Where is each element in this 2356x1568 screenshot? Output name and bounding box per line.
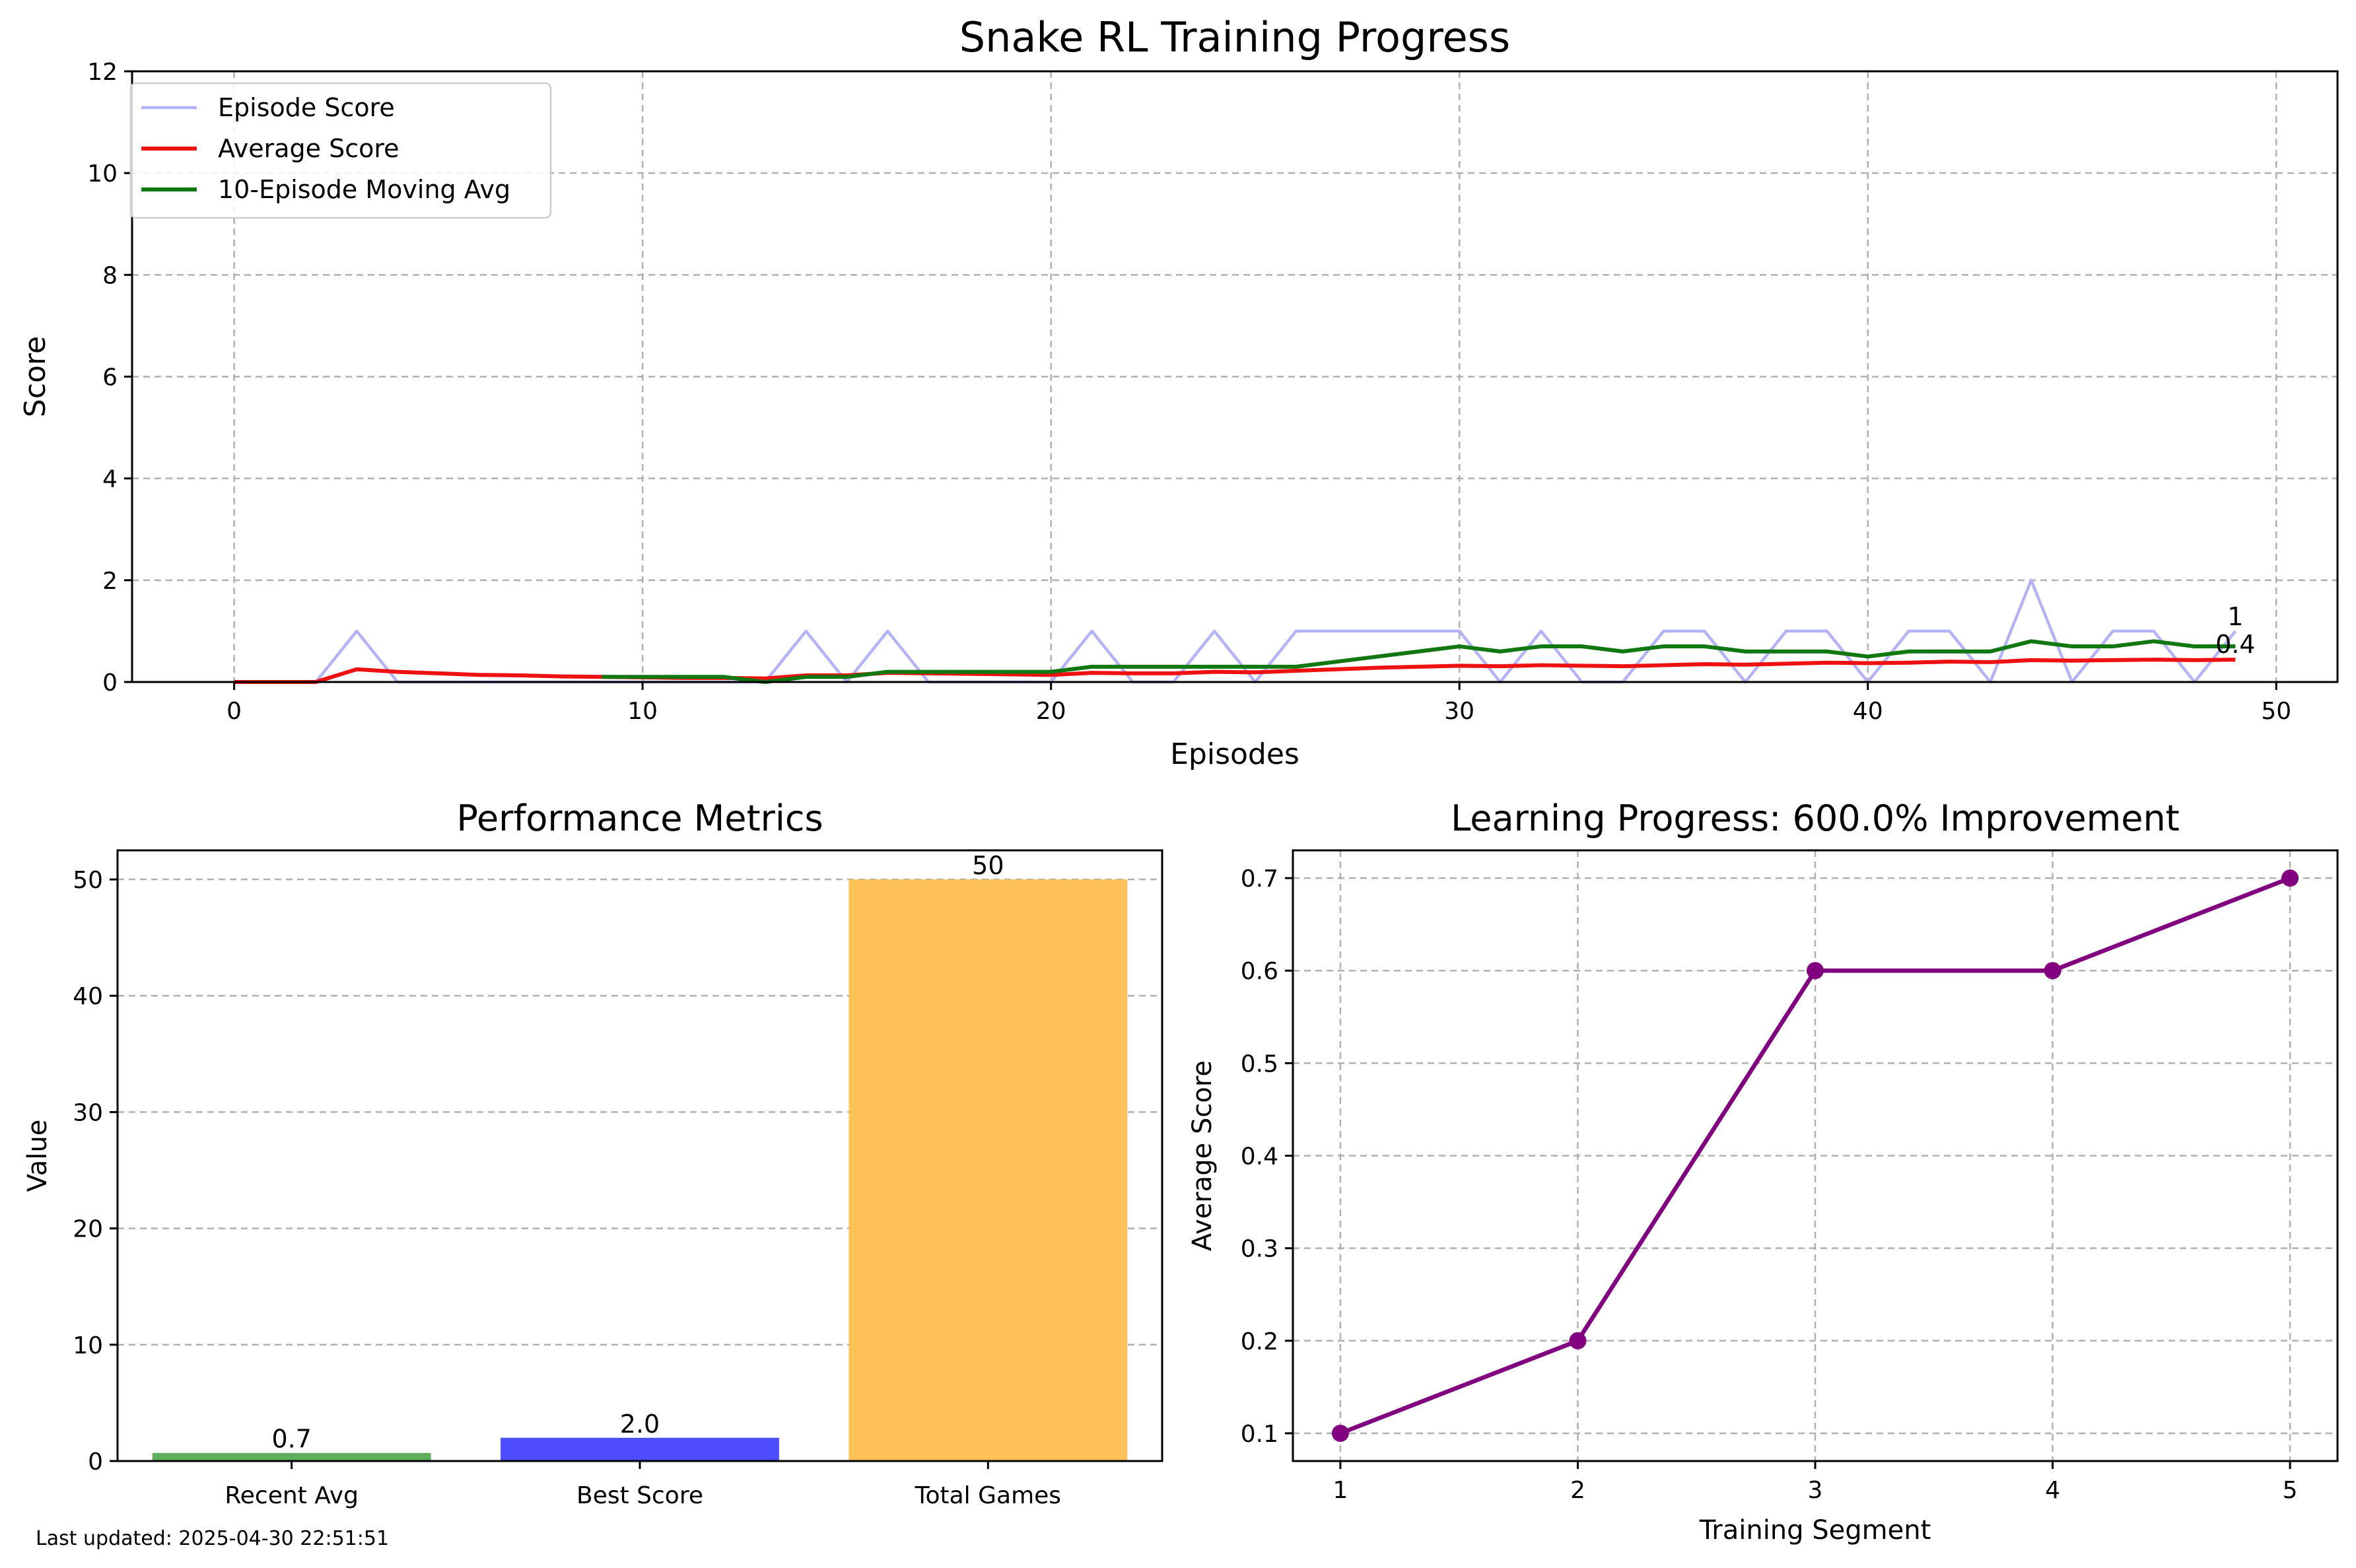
data-point [1807,962,1824,980]
legend: Episode Score Average Score 10-Episode Mov… [129,82,552,219]
x-tick-label: 30 [1444,698,1474,725]
x-tick-label: 0 [226,698,242,725]
y-tick-label: 4 [102,466,118,493]
y-tick-label: 6 [102,364,118,392]
x-axis-label: Training Segment [1699,1515,1931,1546]
y-axis-label: Value [22,1120,53,1192]
y-tick-label: 10 [73,1332,103,1359]
y-tick-label: 0.5 [1241,1050,1278,1077]
chart-title: Learning Progress: 600.0% Improvement [1451,798,2180,839]
annotation-label: 1 [2227,602,2243,631]
y-tick-label: 12 [87,59,118,86]
annotation-label: 0.4 [2215,630,2255,659]
y-tick-label: 0.1 [1241,1421,1278,1448]
y-axis-label: Score [18,336,52,417]
data-point [2281,869,2299,887]
legend-entry: 10-Episode Moving Avg [218,175,510,204]
series-line-moving-avg [602,639,2236,684]
x-tick-label: 1 [1333,1477,1348,1504]
bar-value-label: 50 [972,851,1004,880]
y-tick-label: 10 [87,160,118,187]
legend-entry: Episode Score [218,93,395,122]
x-tick-label: 50 [2261,698,2291,725]
x-tick-label: Best Score [576,1482,703,1509]
plot-frame [116,849,1163,1462]
x-tick-label: 3 [1808,1477,1823,1504]
y-tick-label: 8 [102,262,118,289]
y-tick-label: 40 [73,983,103,1010]
y-tick-label: 2 [102,568,118,595]
x-tick-label: Recent Avg [225,1482,359,1509]
y-tick-label: 0.6 [1241,958,1278,985]
y-tick-label: 0.7 [1241,866,1278,893]
y-tick-label: 0 [102,669,118,697]
chart-title: Performance Metrics [456,798,823,839]
bar [152,1452,431,1461]
learning-progress-chart: 1 2 3 4 5 0.1 0.2 0.3 0.4 0.5 0.6 0.7 Learning Progr… [1187,798,2339,1546]
data-point [1331,1424,1349,1442]
x-tick-label: 5 [2283,1477,2298,1504]
bar [849,879,1128,1461]
x-tick-label: 4 [2045,1477,2060,1504]
x-tick-label: 20 [1036,698,1066,725]
y-tick-label: 0.3 [1241,1236,1278,1263]
x-tick-label: Total Games [915,1482,1061,1509]
legend-entry: Average Score [218,134,399,163]
last-updated-text: Last updated: 2025-04-30 22:51:51 [36,1527,389,1550]
x-tick-label: 2 [1570,1477,1585,1504]
performance-metrics-chart: 0.7 Recent Avg 2.0 Best Score 50 Total Games 0… [22,798,1163,1509]
y-tick-label: 20 [73,1216,103,1243]
legend-box [129,82,552,219]
x-tick-label: 10 [627,698,658,725]
bar-value-label: 0.7 [271,1425,311,1454]
chart-title: Snake RL Training Progress [959,13,1510,61]
y-tick-label: 0.4 [1241,1143,1278,1171]
data-point [1569,1332,1587,1349]
data-point [2044,962,2062,980]
y-tick-label: 0.2 [1241,1328,1278,1355]
bar-value-label: 2.0 [620,1410,660,1439]
x-tick-label: 40 [1853,698,1883,725]
y-tick-label: 30 [73,1099,103,1126]
series-line-average-score [234,658,2236,684]
y-tick-label: 0 [88,1449,103,1476]
training-progress-chart: 10.4 0 10 20 30 40 50 0 2 4 6 8 10 12 Snake RL Trainin… [18,13,2339,771]
y-tick-label: 50 [73,867,103,894]
bar [501,1437,779,1461]
x-axis-label: Episodes [1170,737,1299,771]
y-axis-label: Average Score [1187,1060,1218,1251]
